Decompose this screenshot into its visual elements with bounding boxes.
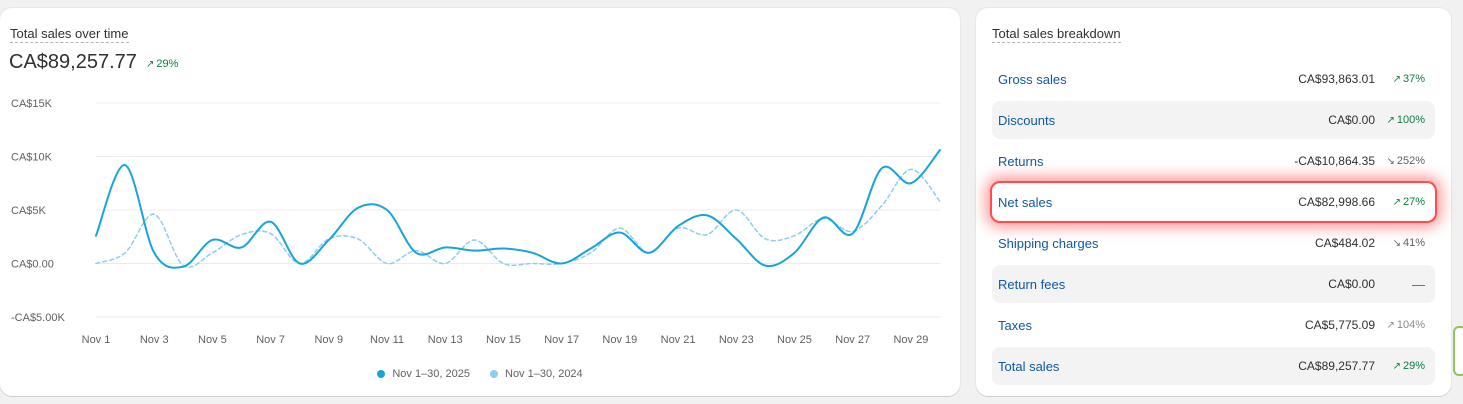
taxes-delta-text: 104%: [1396, 319, 1425, 331]
total-sales-delta-text: 29%: [156, 58, 179, 70]
arrow-up-right-icon: ↗: [1386, 114, 1395, 126]
x-tick-label: Nov 3: [140, 334, 169, 346]
legend-dot-current: [377, 370, 386, 378]
arrow-down-right-icon: ↘: [1392, 237, 1401, 249]
x-tick-label: Nov 23: [719, 334, 754, 346]
arrow-up-right-icon: ↗: [1392, 73, 1401, 85]
x-tick-label: Nov 29: [893, 334, 928, 346]
breakdown-row-net-sales: Net sales CA$82,998.66 ↗ 27%: [992, 183, 1435, 221]
x-tick-label: Nov 1: [82, 334, 111, 346]
discounts-value: CA$0.00: [1328, 113, 1375, 127]
return-fees-link[interactable]: Return fees: [998, 276, 1066, 292]
return-fees-delta: —: [1412, 276, 1425, 292]
chart-legend: Nov 1–30, 2025 Nov 1–30, 2024: [0, 368, 960, 380]
x-tick-label: Nov 27: [835, 334, 870, 346]
returns-value: -CA$10,864.35: [1294, 154, 1375, 168]
returns-delta: ↘ 252%: [1381, 155, 1425, 167]
total-sales-value: CA$89,257.77: [9, 51, 137, 73]
breakdown-rows: Gross sales CA$93,863.01 ↗ 37% Discounts …: [992, 60, 1435, 388]
net-sales-value: CA$82,998.66: [1298, 195, 1375, 209]
y-tick-label: CA$0.00: [11, 259, 54, 271]
sales-breakdown-title[interactable]: Total sales breakdown: [992, 26, 1121, 43]
y-tick-label: CA$15K: [11, 98, 53, 110]
legend-label-current: Nov 1–30, 2025: [392, 368, 470, 380]
gross-sales-link[interactable]: Gross sales: [998, 71, 1067, 87]
breakdown-row-taxes: Taxes CA$5,775.09 ↗ 104%: [992, 306, 1435, 344]
returns-delta-text: 252%: [1396, 155, 1425, 167]
arrow-up-right-icon: ↗: [1392, 360, 1401, 372]
y-tick-label: CA$10K: [11, 152, 53, 164]
x-tick-label: Nov 9: [314, 334, 343, 346]
legend-item-previous[interactable]: Nov 1–30, 2024: [490, 368, 583, 380]
legend-label-previous: Nov 1–30, 2024: [505, 368, 583, 380]
x-tick-label: Nov 21: [661, 334, 696, 346]
taxes-delta: ↗ 104%: [1381, 319, 1425, 331]
sales-over-time-card: Total sales over time CA$89,257.77 ↗ 29%…: [0, 8, 960, 396]
x-tick-label: Nov 25: [777, 334, 812, 346]
gross-sales-delta-text: 37%: [1402, 73, 1425, 85]
discounts-link[interactable]: Discounts: [998, 112, 1056, 128]
breakdown-row-discounts: Discounts CA$0.00 ↗ 100%: [992, 101, 1435, 139]
returns-link[interactable]: Returns: [998, 153, 1044, 169]
sales-line-chart[interactable]: CA$15K CA$10K CA$5K CA$0.00 -CA$5.00K Nov 1 No…: [0, 88, 960, 353]
net-sales-link[interactable]: Net sales: [998, 194, 1053, 210]
total-sales-row-value: CA$89,257.77: [1298, 359, 1375, 373]
arrow-down-right-icon: ↘: [1386, 155, 1395, 167]
discounts-delta-text: 100%: [1396, 114, 1425, 126]
return-fees-value: CA$0.00: [1328, 277, 1375, 291]
x-tick-label: Nov 7: [256, 334, 285, 346]
arrow-up-right-icon: ↗: [1386, 319, 1395, 331]
legend-item-current[interactable]: Nov 1–30, 2025: [377, 368, 470, 380]
total-sales-row-delta: ↗ 29%: [1381, 360, 1425, 372]
sales-breakdown-card: Total sales breakdown Gross sales CA$93,…: [976, 8, 1451, 396]
gross-sales-value: CA$93,863.01: [1298, 72, 1375, 86]
gross-sales-delta: ↗ 37%: [1381, 73, 1425, 85]
x-tick-label: Nov 17: [544, 334, 579, 346]
shipping-charges-value: CA$484.02: [1314, 236, 1375, 250]
taxes-value: CA$5,775.09: [1304, 318, 1375, 332]
breakdown-row-returns: Returns -CA$10,864.35 ↘ 252%: [992, 142, 1435, 180]
discounts-delta: ↗ 100%: [1381, 114, 1425, 126]
net-sales-delta-text: 27%: [1402, 196, 1425, 208]
arrow-up-right-icon: ↗: [1392, 196, 1401, 208]
breakdown-row-return-fees: Return fees CA$0.00 —: [992, 265, 1435, 303]
x-tick-label: Nov 15: [486, 334, 521, 346]
series-line-2024: [95, 168, 941, 268]
y-tick-label: CA$5K: [11, 205, 47, 217]
x-tick-label: Nov 11: [370, 334, 404, 346]
side-widget-tab[interactable]: [1453, 326, 1463, 376]
breakdown-row-shipping-charges: Shipping charges CA$484.02 ↘ 41%: [992, 224, 1435, 262]
arrow-up-right-icon: ↗: [146, 58, 155, 70]
breakdown-row-total-sales: Total sales CA$89,257.77 ↗ 29%: [992, 347, 1435, 385]
x-tick-label: Nov 5: [198, 334, 227, 346]
breakdown-row-gross-sales: Gross sales CA$93,863.01 ↗ 37%: [992, 60, 1435, 98]
shipping-charges-link[interactable]: Shipping charges: [998, 235, 1099, 251]
net-sales-delta: ↗ 27%: [1381, 196, 1425, 208]
y-tick-label: -CA$5.00K: [11, 312, 65, 324]
shipping-charges-delta: ↘ 41%: [1381, 237, 1425, 249]
shipping-charges-delta-text: 41%: [1402, 237, 1425, 249]
x-tick-label: Nov 13: [428, 334, 463, 346]
sales-over-time-title[interactable]: Total sales over time: [10, 26, 129, 43]
total-sales-link[interactable]: Total sales: [998, 358, 1060, 374]
taxes-link[interactable]: Taxes: [998, 317, 1032, 333]
total-sales-row-delta-text: 29%: [1402, 360, 1425, 372]
x-tick-label: Nov 19: [602, 334, 637, 346]
total-sales-delta: ↗ 29%: [146, 58, 178, 70]
legend-dot-previous: [490, 370, 498, 378]
series-line-2025: [95, 149, 941, 269]
